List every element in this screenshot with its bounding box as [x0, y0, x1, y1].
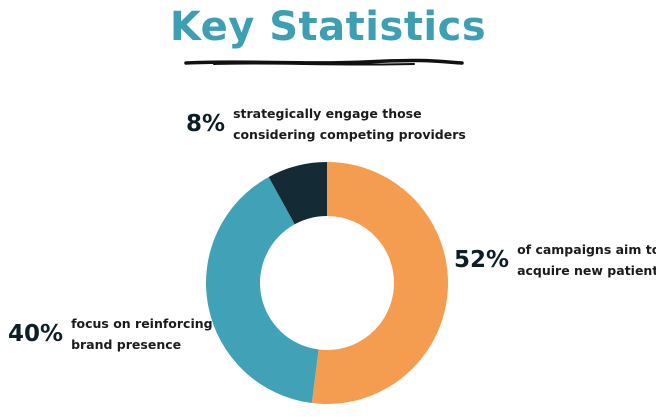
slice-competing [268, 162, 327, 225]
slice-desc-competing-line1: strategically engage those [233, 106, 422, 121]
title-underline [184, 58, 464, 66]
slice-reinforce [206, 176, 319, 404]
slice-acquire [311, 162, 449, 404]
annotation-competing: 8% strategically engage those considerin… [186, 103, 466, 145]
page-title: Key Statistics [169, 4, 487, 50]
slice-desc-acquire-line1: of campaigns aim to [517, 242, 656, 257]
slice-desc-reinforce-line1: focus on reinforcing [71, 316, 213, 331]
slice-label-competing: 8% [186, 111, 226, 137]
annotation-acquire: 52% of campaigns aim to acquire new pati… [454, 239, 656, 281]
slice-desc-competing-line2: considering competing providers [233, 127, 466, 142]
slice-label-acquire: 52% [454, 247, 510, 273]
slice-desc-acquire-line2: acquire new patients [517, 263, 656, 278]
slice-desc-reinforce-line2: brand presence [71, 337, 182, 352]
annotation-reinforce: 40% focus on reinforcing brand presence [8, 313, 213, 355]
slice-label-reinforce: 40% [8, 321, 64, 347]
